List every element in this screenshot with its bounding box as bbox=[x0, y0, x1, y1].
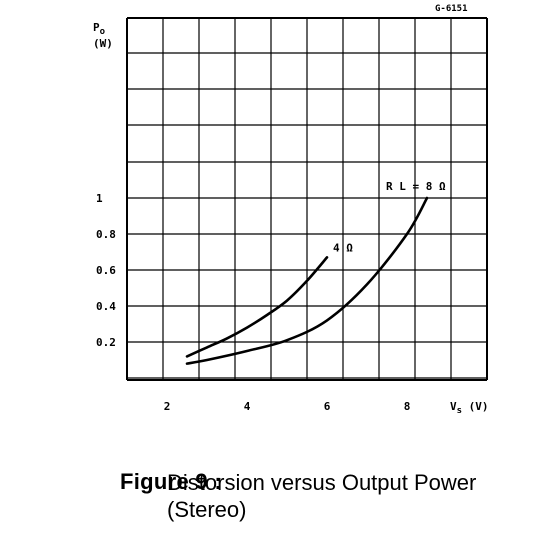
y-tick-label: 0.8 bbox=[96, 228, 116, 241]
figure-title-line-2: (Stereo) bbox=[167, 497, 247, 522]
y-tick-label: 0.4 bbox=[96, 300, 116, 313]
x-tick-label: 6 bbox=[324, 400, 331, 413]
series-label-8-ohm: R L = 8 Ω bbox=[386, 180, 446, 193]
series-label-4-ohm: 4 Ω bbox=[333, 241, 353, 254]
x-tick-label: 8 bbox=[404, 400, 411, 413]
reference-code: G-6151 bbox=[435, 4, 468, 14]
curve-4-ohm bbox=[185, 256, 329, 358]
y-tick-label: 0.6 bbox=[96, 264, 116, 277]
y-axis-label: Po (W) bbox=[93, 22, 113, 50]
y-tick-label: 0.2 bbox=[96, 336, 116, 349]
distortion-chart: 0.2 0.4 0.6 0.8 1 2 4 6 8 Vs (V) 4 Ω R L = 8 Ω bbox=[96, 17, 489, 416]
curve-8-ohm bbox=[185, 196, 429, 365]
figure-label: Figure 9 : bbox=[120, 469, 223, 494]
y-axis-symbol: P bbox=[93, 21, 100, 34]
x-tick-label: 2 bbox=[164, 400, 171, 413]
figure-title-line-1: Distorsion versus Output Power bbox=[167, 470, 477, 495]
x-tick-label: 4 bbox=[244, 400, 251, 413]
y-tick-label: 1 bbox=[96, 192, 103, 205]
x-axis-label: Vs (V) bbox=[450, 400, 489, 416]
y-axis-unit: (W) bbox=[93, 37, 113, 51]
y-axis-subscript: o bbox=[99, 27, 106, 38]
figure-title: Distorsion versus Output Power (Stereo) bbox=[167, 469, 547, 523]
